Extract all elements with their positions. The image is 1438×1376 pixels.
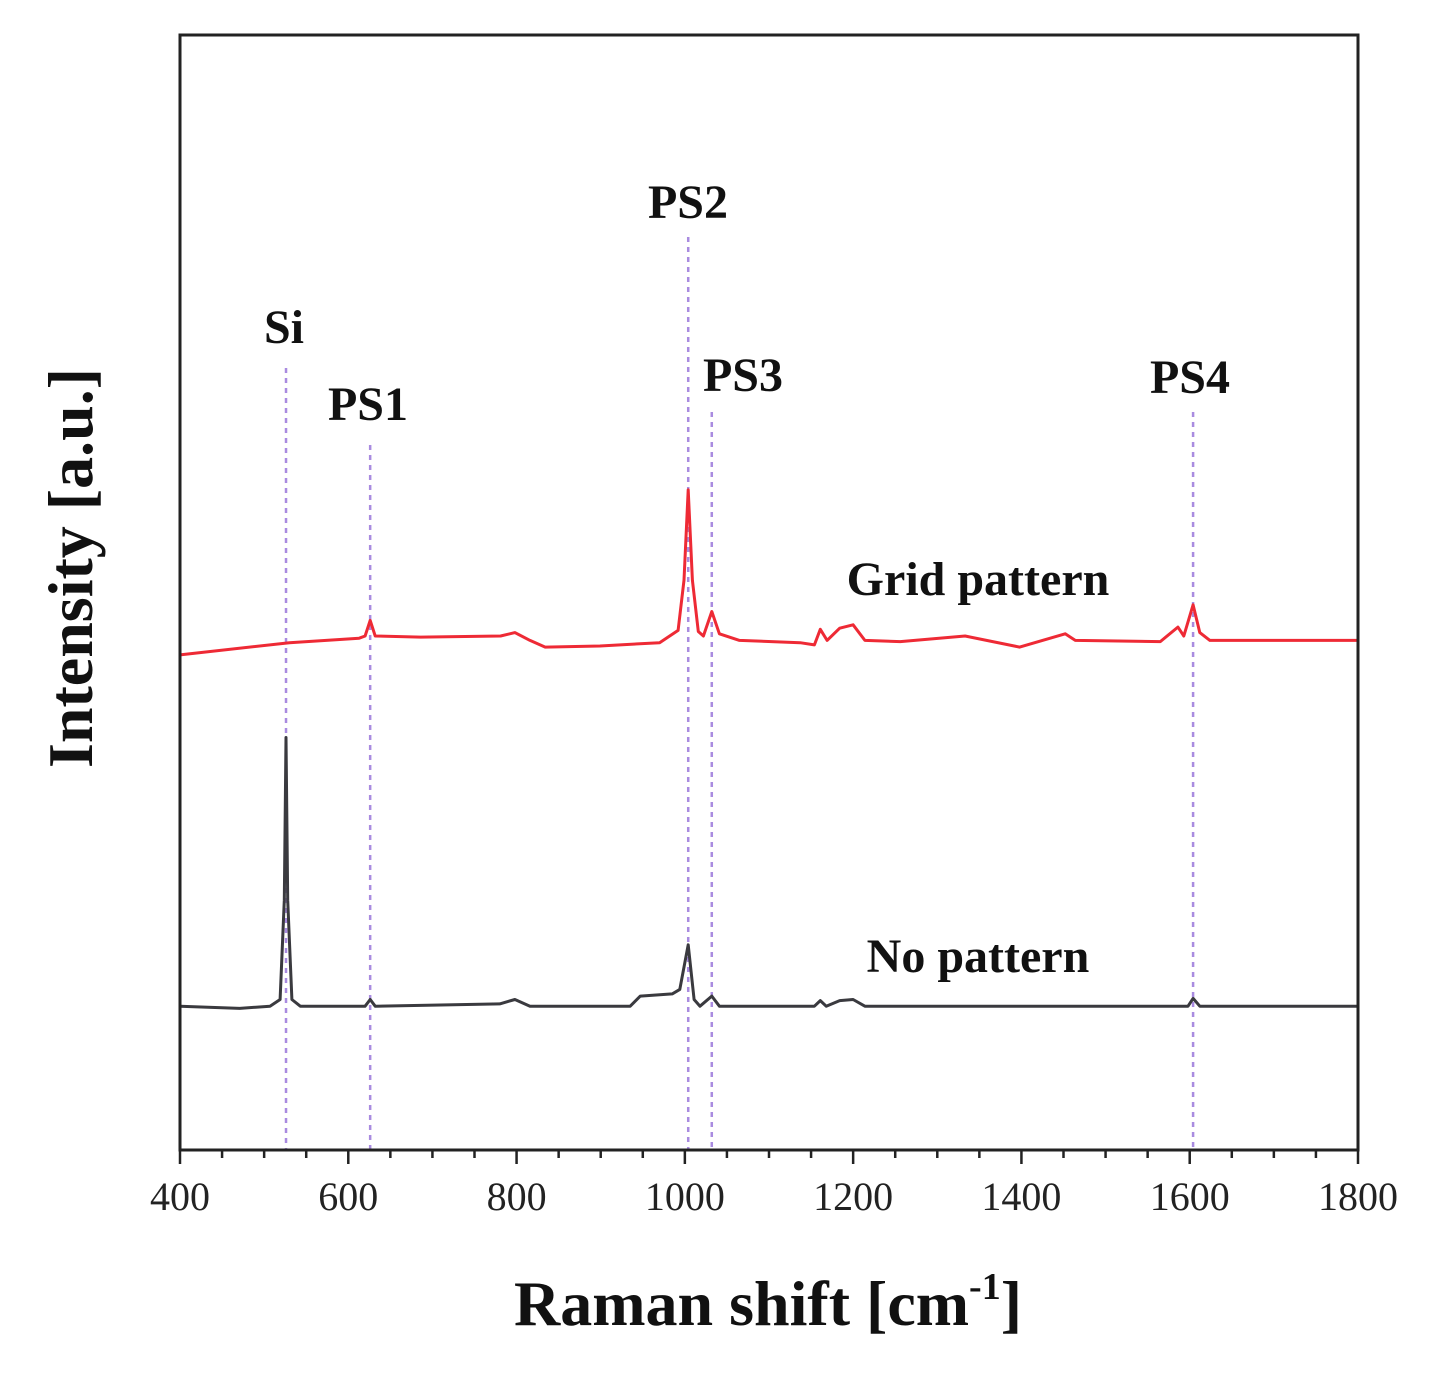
x-tick-label: 800	[487, 1174, 547, 1219]
x-tick-label: 1400	[981, 1174, 1061, 1219]
x-tick-label: 1600	[1150, 1174, 1230, 1219]
plot-frame	[178, 33, 1360, 1152]
peak-label-ps4: PS4	[1150, 351, 1230, 404]
x-axis-title: Raman shift [cm-1]	[514, 1266, 1022, 1339]
series-lines	[179, 488, 1358, 1010]
series-label-no-pattern: No pattern	[867, 930, 1090, 983]
series-line-no-pattern	[179, 736, 1358, 1010]
y-axis-title: Intensity [a.u.]	[35, 368, 106, 768]
x-tick-label: 1800	[1318, 1174, 1398, 1219]
series-line-grid-pattern	[179, 488, 1358, 657]
peak-label-ps2: PS2	[648, 176, 728, 229]
x-tick-label: 400	[150, 1174, 210, 1219]
x-ticks: 400 600 800 1000 1200 1400 1600 1800	[150, 1150, 1398, 1219]
series-label-grid-pattern: Grid pattern	[847, 553, 1110, 606]
peak-label-ps3: PS3	[703, 349, 783, 402]
x-tick-label: 1000	[645, 1174, 725, 1219]
peak-label-si: Si	[264, 301, 304, 354]
x-tick-label: 1200	[813, 1174, 893, 1219]
x-tick-label: 600	[318, 1174, 378, 1219]
peak-label-ps1: PS1	[328, 378, 408, 431]
